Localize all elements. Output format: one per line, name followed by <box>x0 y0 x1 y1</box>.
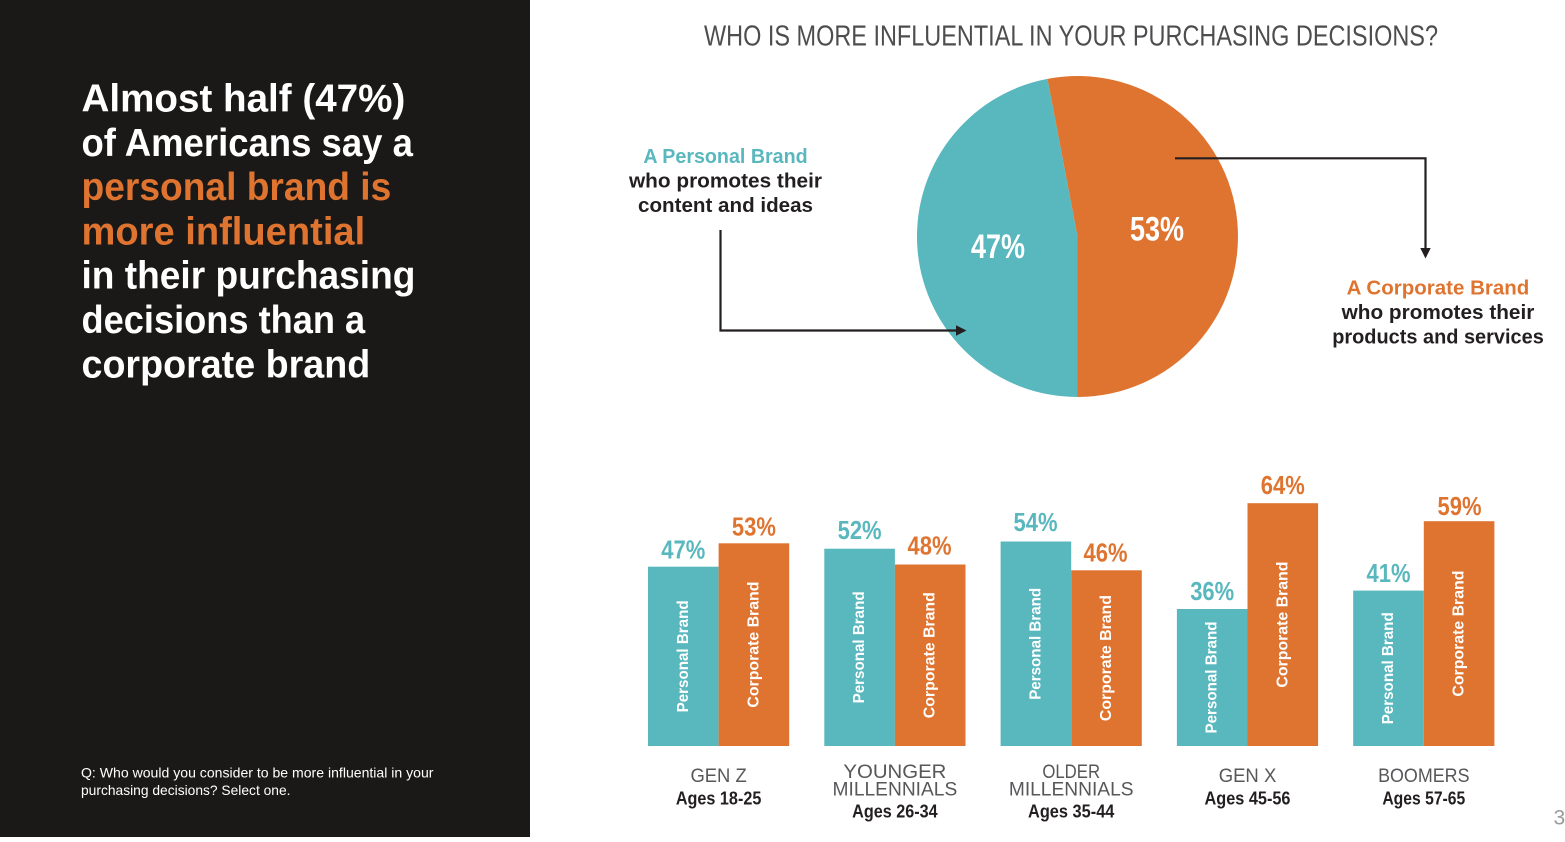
svg-text:decisions than a: decisions than a <box>82 299 366 342</box>
svg-text:35: 35 <box>1554 807 1565 830</box>
svg-text:purchasing decisions? Select o: purchasing decisions? Select one. <box>81 783 291 798</box>
svg-text:47%: 47% <box>971 228 1025 266</box>
svg-text:64%: 64% <box>1261 470 1305 500</box>
svg-text:BOOMERS: BOOMERS <box>1378 766 1469 787</box>
svg-text:A Personal Brand: A Personal Brand <box>643 146 807 168</box>
svg-text:Personal Brand: Personal Brand <box>851 591 868 703</box>
svg-text:corporate brand: corporate brand <box>82 343 371 386</box>
svg-text:GEN X: GEN X <box>1219 766 1277 787</box>
svg-text:59%: 59% <box>1438 491 1482 521</box>
svg-text:Corporate Brand: Corporate Brand <box>1451 571 1468 697</box>
svg-text:A Corporate Brand: A Corporate Brand <box>1347 277 1530 299</box>
svg-text:Ages 57-65: Ages 57-65 <box>1382 788 1465 809</box>
svg-text:Personal Brand: Personal Brand <box>1204 622 1221 734</box>
svg-text:WHO IS MORE INFLUENTIAL IN YOU: WHO IS MORE INFLUENTIAL IN YOUR PURCHASI… <box>704 20 1438 52</box>
svg-text:products and services: products and services <box>1332 327 1544 349</box>
svg-text:Ages 35-44: Ages 35-44 <box>1028 801 1115 822</box>
svg-text:more influential: more influential <box>82 210 366 253</box>
svg-text:41%: 41% <box>1367 558 1411 588</box>
svg-text:MILLENNIALS: MILLENNIALS <box>1009 780 1134 801</box>
svg-text:53%: 53% <box>1130 211 1184 249</box>
svg-text:Ages 18-25: Ages 18-25 <box>676 788 762 809</box>
svg-text:Corporate Brand: Corporate Brand <box>1098 595 1115 721</box>
svg-text:Corporate Brand: Corporate Brand <box>1274 562 1291 688</box>
svg-text:GEN Z: GEN Z <box>690 766 747 787</box>
svg-text:Ages 26-34: Ages 26-34 <box>852 801 938 822</box>
svg-text:52%: 52% <box>838 515 882 545</box>
svg-text:Corporate Brand: Corporate Brand <box>745 582 762 708</box>
svg-text:53%: 53% <box>732 512 776 542</box>
svg-text:content and ideas: content and ideas <box>638 195 813 217</box>
svg-text:36%: 36% <box>1190 576 1234 606</box>
svg-text:of Americans say a: of Americans say a <box>82 122 414 165</box>
svg-text:47%: 47% <box>661 535 705 565</box>
svg-text:Corporate Brand: Corporate Brand <box>922 592 939 718</box>
svg-text:in their purchasing: in their purchasing <box>82 255 416 298</box>
svg-text:Personal Brand: Personal Brand <box>1027 588 1044 700</box>
svg-text:MILLENNIALS: MILLENNIALS <box>833 780 958 801</box>
svg-text:Ages 45-56: Ages 45-56 <box>1205 788 1291 809</box>
svg-text:personal brand is: personal brand is <box>82 166 392 209</box>
svg-text:Personal Brand: Personal Brand <box>1380 612 1397 724</box>
svg-text:Q: Who would you consider to b: Q: Who would you consider to be more inf… <box>81 766 434 781</box>
svg-text:Almost half (47%): Almost half (47%) <box>82 78 406 121</box>
svg-text:who promotes their: who promotes their <box>1341 302 1535 324</box>
svg-text:54%: 54% <box>1014 507 1058 537</box>
svg-text:who promotes their: who promotes their <box>628 171 822 193</box>
svg-text:46%: 46% <box>1084 537 1128 567</box>
svg-text:Personal Brand: Personal Brand <box>675 600 692 712</box>
svg-text:48%: 48% <box>908 530 952 560</box>
